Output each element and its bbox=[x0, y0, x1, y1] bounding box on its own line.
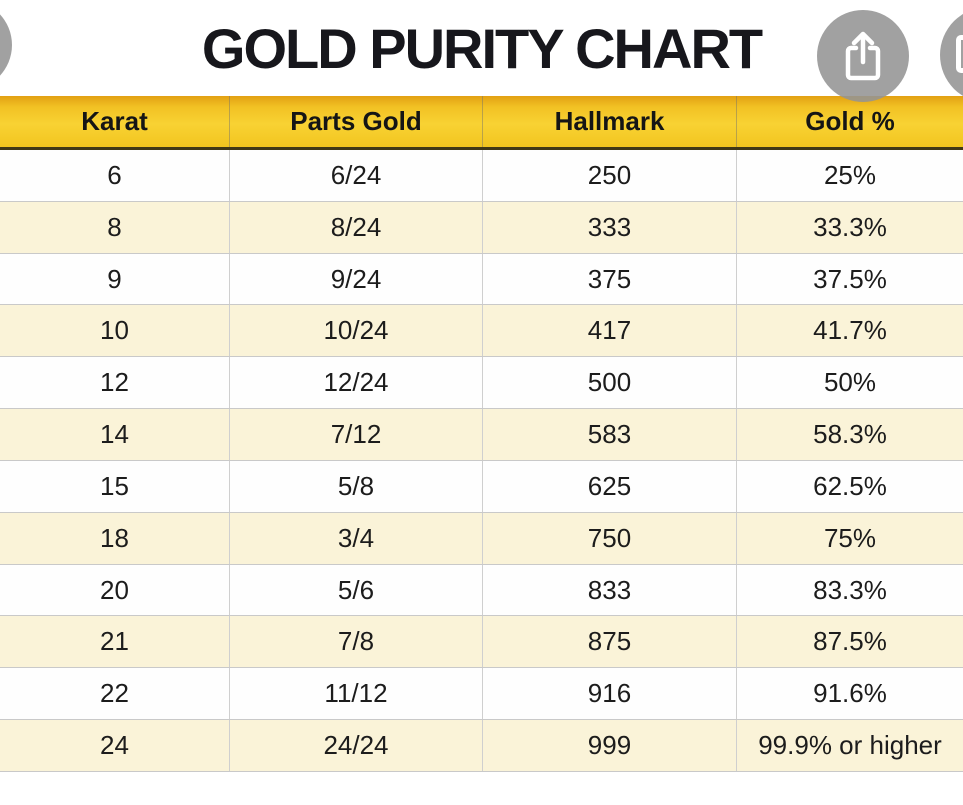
table-cell: 87.5% bbox=[813, 626, 887, 657]
table-cell: 3/4 bbox=[230, 512, 483, 564]
table-cell: 6/24 bbox=[230, 150, 483, 201]
table-row: 8 8/24 333 33.3% bbox=[0, 201, 963, 254]
table-cell: 375 bbox=[483, 253, 737, 305]
column-header: Karat bbox=[0, 96, 230, 147]
gold-purity-table: Karat Parts Gold Hallmark Gold % 6 6/24 250 25… bbox=[0, 96, 963, 772]
table-cell: 21 bbox=[0, 616, 230, 668]
table-cell: 50% bbox=[823, 367, 877, 398]
table-cell: 18 bbox=[0, 512, 230, 564]
table-body: 6 6/24 250 25% 8 8/24 333 33.3% 9 9/24 375 37.5% 10 1… bbox=[0, 150, 963, 772]
table-cell: 500 bbox=[483, 357, 737, 409]
table-cell: 417 bbox=[483, 305, 737, 357]
table-cell: 62.5% bbox=[813, 470, 887, 501]
table-cell: 14 bbox=[0, 409, 230, 460]
table-cell: 7/8 bbox=[230, 616, 483, 668]
partial-glyph-icon bbox=[956, 35, 963, 73]
table-cell: 15 bbox=[0, 460, 230, 512]
table-cell: 6 bbox=[0, 150, 230, 201]
table-cell: 10 bbox=[0, 305, 230, 357]
table-cell: 5/8 bbox=[230, 460, 483, 512]
table-cell: 916 bbox=[483, 668, 737, 720]
table-cell: 333 bbox=[483, 201, 737, 253]
table-cell: 583 bbox=[483, 409, 737, 460]
table-cell: 8 bbox=[0, 201, 230, 253]
column-header: Gold % bbox=[805, 106, 895, 136]
table-cell: 12 bbox=[0, 357, 230, 409]
table-cell: 11/12 bbox=[230, 668, 483, 720]
share-button[interactable] bbox=[817, 10, 909, 102]
table-cell: 10/24 bbox=[230, 305, 483, 357]
table-cell: 91.6% bbox=[813, 678, 887, 709]
table-row: 9 9/24 375 37.5% bbox=[0, 253, 963, 306]
table-cell: 37.5% bbox=[813, 263, 887, 294]
table-row: 20 5/6 833 83.3% bbox=[0, 564, 963, 617]
table-cell: 625 bbox=[483, 460, 737, 512]
table-row: 24 24/24 999 99.9% or higher bbox=[0, 720, 963, 772]
table-row: 21 7/8 875 87.5% bbox=[0, 616, 963, 669]
page-title: GOLD PURITY CHART bbox=[201, 16, 763, 80]
table-row: 22 11/12 916 91.6% bbox=[0, 668, 963, 721]
column-header: Parts Gold bbox=[230, 96, 483, 147]
table-cell: 875 bbox=[483, 616, 737, 668]
table-row: 15 5/8 625 62.5% bbox=[0, 460, 963, 513]
table-cell: 9 bbox=[0, 253, 230, 305]
table-cell: 20 bbox=[0, 564, 230, 616]
title-bar: GOLD PURITY CHART bbox=[0, 0, 963, 96]
column-header: Hallmark bbox=[483, 96, 737, 147]
table-cell: 25% bbox=[823, 159, 877, 190]
table-header-row: Karat Parts Gold Hallmark Gold % bbox=[0, 96, 963, 150]
table-cell: 99.9% or higher bbox=[758, 730, 942, 761]
table-cell: 24 bbox=[0, 720, 230, 771]
table-cell: 999 bbox=[483, 720, 737, 771]
table-cell: 24/24 bbox=[230, 720, 483, 771]
table-row: 10 10/24 417 41.7% bbox=[0, 305, 963, 358]
table-cell: 41.7% bbox=[813, 315, 887, 346]
table-cell: 9/24 bbox=[230, 253, 483, 305]
table-row: 18 3/4 750 75% bbox=[0, 512, 963, 565]
share-icon bbox=[845, 31, 881, 81]
table-cell: 83.3% bbox=[813, 574, 887, 605]
table-cell: 33.3% bbox=[813, 211, 887, 242]
table-row: 6 6/24 250 25% bbox=[0, 150, 963, 202]
table-cell: 22 bbox=[0, 668, 230, 720]
table-cell: 5/6 bbox=[230, 564, 483, 616]
table-cell: 58.3% bbox=[813, 419, 887, 450]
table-row: 12 12/24 500 50% bbox=[0, 357, 963, 410]
table-cell: 75% bbox=[823, 522, 877, 553]
table-cell: 750 bbox=[483, 512, 737, 564]
table-row: 14 7/12 583 58.3% bbox=[0, 409, 963, 461]
table-cell: 7/12 bbox=[230, 409, 483, 460]
table-cell: 12/24 bbox=[230, 357, 483, 409]
edge-right-button[interactable] bbox=[940, 7, 963, 103]
table-cell: 250 bbox=[483, 150, 737, 201]
table-cell: 8/24 bbox=[230, 201, 483, 253]
table-cell: 833 bbox=[483, 564, 737, 616]
